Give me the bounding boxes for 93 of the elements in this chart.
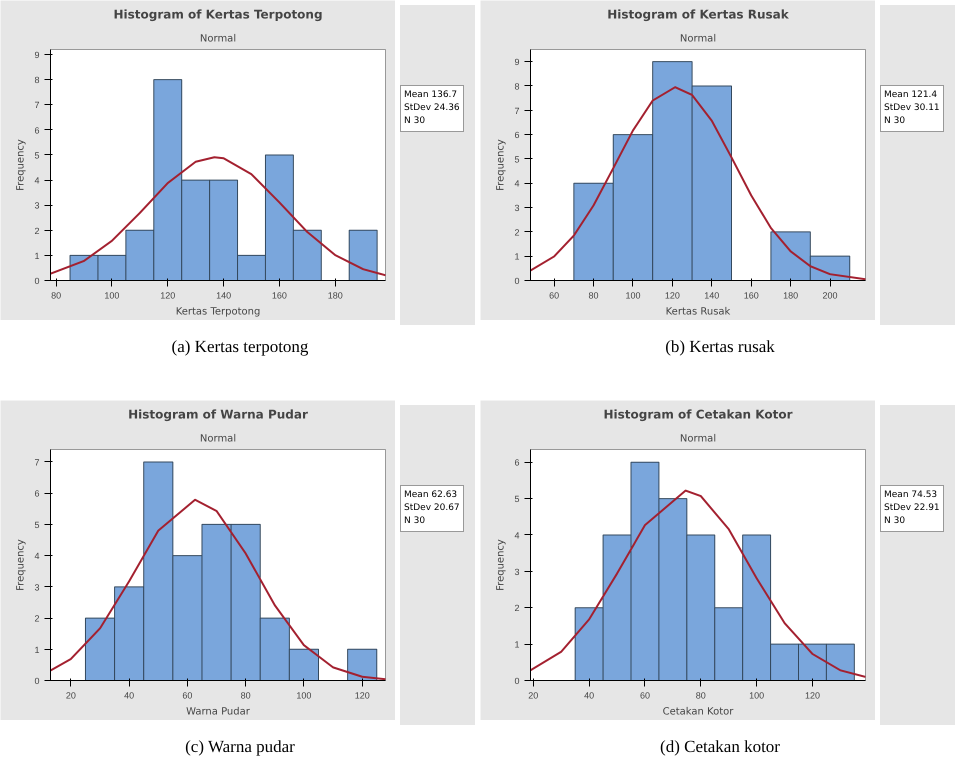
y-tick-label: 6: [514, 458, 520, 468]
text: N 30: [884, 116, 906, 126]
y-tick-label: 0: [514, 676, 520, 686]
x-tick-label: 120: [160, 290, 176, 300]
y-tick-label: 1: [514, 252, 520, 262]
x-tick-label: 180: [783, 290, 798, 300]
y-tick-label: 1: [514, 640, 520, 650]
x-tick-label: 80: [51, 290, 62, 300]
y-tick-label: 0: [34, 676, 40, 686]
x-tick-label: 140: [704, 290, 720, 300]
x-tick-label: 40: [124, 690, 134, 700]
x-axis-title: Warna Pudar: [186, 706, 251, 718]
chart-subtitle: Normal: [680, 434, 716, 444]
x-tick-label: 80: [696, 690, 706, 700]
y-axis-title: Frequency: [495, 539, 506, 591]
text: StDev 20.67: [404, 502, 460, 513]
y-tick-label: 4: [34, 176, 40, 186]
x-tick-label: 160: [744, 290, 759, 300]
x-tick-label: 100: [749, 690, 764, 700]
y-tick-label: 5: [34, 150, 40, 160]
x-tick-label: 60: [549, 290, 560, 300]
y-tick-label: 1: [34, 644, 40, 655]
y-tick-label: 4: [514, 178, 520, 189]
y-tick-label: 3: [514, 203, 520, 214]
y-tick-label: 6: [34, 488, 40, 499]
y-tick-label: 5: [514, 494, 520, 504]
x-tick-label: 180: [328, 290, 343, 300]
x-tick-label: 120: [664, 290, 680, 300]
x-tick-label: 100: [625, 290, 640, 300]
y-tick-label: 9: [34, 50, 40, 60]
y-tick-label: 7: [514, 106, 520, 116]
y-tick-label: 7: [34, 100, 40, 110]
y-tick-label: 1: [34, 250, 40, 261]
x-tick-label: 60: [640, 690, 650, 700]
chart-title: Histogram of Cetakan Kotor: [603, 408, 793, 422]
y-tick-label: 3: [34, 200, 40, 211]
y-tick-label: 0: [514, 276, 520, 286]
text: Mean 74.53: [884, 490, 938, 500]
y-tick-label: 5: [514, 154, 520, 164]
text: N 30: [404, 116, 426, 126]
y-tick-label: 2: [514, 603, 520, 614]
y-tick-label: 3: [34, 582, 40, 592]
y-tick-label: 9: [514, 57, 520, 68]
x-axis-title: Kertas Rusak: [666, 306, 731, 318]
x-tick-label: 20: [66, 690, 76, 700]
y-axis-title: Frequency: [495, 139, 506, 191]
x-tick-label: 60: [182, 690, 192, 700]
chart-title: Histogram of Kertas Terpotong: [113, 8, 323, 22]
x-tick-label: 140: [216, 290, 232, 300]
text: Mean 136.7: [404, 90, 458, 100]
text: N 30: [884, 516, 906, 526]
x-tick-label: 80: [588, 290, 599, 300]
x-tick-label: 120: [354, 690, 370, 700]
y-tick-label: 2: [514, 227, 520, 238]
y-tick-label: 7: [34, 457, 40, 468]
text: Mean 121.4: [884, 90, 938, 100]
y-tick-label: 2: [34, 226, 40, 236]
y-tick-label: 8: [34, 75, 40, 86]
chart-subtitle: Normal: [200, 434, 236, 444]
y-tick-label: 6: [514, 130, 520, 140]
y-tick-label: 0: [34, 276, 40, 286]
text: (b) Kertas rusak: [664, 336, 776, 358]
text: StDev 30.11: [884, 102, 940, 113]
chart-subtitle: Normal: [680, 34, 716, 44]
text: (d) Cetakan kotor: [659, 736, 781, 758]
text: Mean 62.63: [404, 490, 458, 500]
x-tick-label: 100: [296, 690, 312, 700]
y-tick-label: 4: [34, 551, 40, 562]
x-tick-label: 160: [272, 290, 287, 300]
x-tick-label: 120: [804, 690, 820, 700]
y-tick-label: 8: [514, 81, 520, 92]
x-tick-label: 100: [104, 290, 120, 300]
y-axis-title: Frequency: [15, 139, 26, 191]
chart-title: Histogram of Warna Pudar: [128, 408, 308, 422]
y-tick-label: 5: [34, 520, 40, 530]
x-tick-label: 200: [822, 290, 838, 300]
x-tick-label: 20: [528, 690, 538, 700]
y-axis-title: Frequency: [15, 539, 26, 591]
chart-subtitle: Normal: [200, 34, 236, 44]
x-tick-label: 40: [584, 690, 594, 700]
chart-title: Histogram of Kertas Rusak: [607, 8, 790, 22]
x-axis-title: Cetakan Kotor: [662, 706, 734, 718]
text: StDev 22.91: [884, 502, 940, 513]
x-tick-label: 80: [240, 690, 251, 700]
x-axis-title: Kertas Terpotong: [176, 306, 260, 318]
text: (a) Kertas terpotong: [170, 336, 310, 358]
y-tick-label: 6: [34, 125, 40, 136]
y-tick-label: 2: [34, 614, 40, 624]
text: StDev 24.36: [404, 102, 460, 113]
y-tick-label: 4: [514, 530, 520, 540]
y-tick-label: 3: [514, 566, 520, 577]
text: N 30: [404, 516, 426, 526]
text: (c) Warna pudar: [184, 736, 296, 758]
